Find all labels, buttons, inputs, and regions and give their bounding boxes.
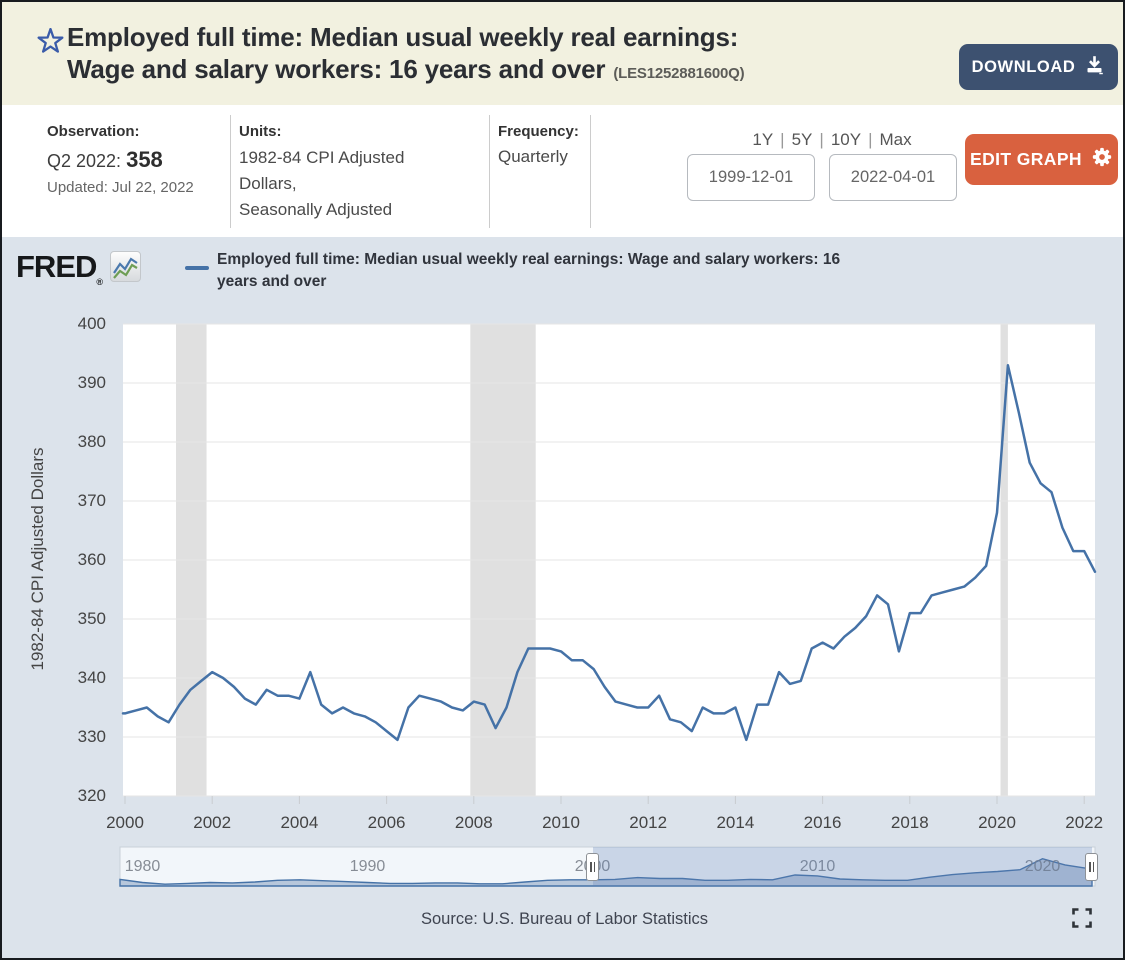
x-axis-tick-label: 2008 xyxy=(454,813,493,832)
y-axis-tick-label: 390 xyxy=(77,373,106,392)
navigator-year-label: 2010 xyxy=(799,858,836,875)
observation-updated: Updated: Jul 22, 2022 xyxy=(47,179,194,196)
navigator-right-handle[interactable] xyxy=(1085,853,1098,881)
edit-graph-button[interactable]: EDIT GRAPH xyxy=(965,134,1118,185)
legend-series-label[interactable]: Employed full time: Median usual weekly … xyxy=(217,251,841,290)
range-separator: | xyxy=(780,130,785,149)
x-axis-tick-label: 2020 xyxy=(978,813,1016,832)
range-separator: | xyxy=(868,130,873,149)
x-axis-tick-label: 2004 xyxy=(280,813,319,832)
x-axis-tick-label: 2016 xyxy=(803,813,842,832)
x-axis-tick-label: 2014 xyxy=(716,813,755,832)
frequency-block: Frequency: Quarterly xyxy=(498,123,579,167)
series-id: (LES1252881600Q) xyxy=(613,65,745,82)
download-icon xyxy=(1084,54,1105,80)
observation-label: Observation: xyxy=(47,123,140,140)
y-axis-tick-label: 360 xyxy=(77,550,106,569)
source-attribution: Source: U.S. Bureau of Labor Statistics xyxy=(420,910,709,928)
gear-icon xyxy=(1091,146,1113,173)
navigator-year-label: 2020 xyxy=(1024,858,1061,875)
start-date-input[interactable] xyxy=(687,154,815,201)
y-axis-tick-label: 330 xyxy=(77,727,106,746)
range-max[interactable]: Max xyxy=(879,130,912,149)
data-series-line xyxy=(121,364,1097,742)
x-axis-tick-label: 2010 xyxy=(542,813,580,832)
navigator-selected-range[interactable] xyxy=(593,847,1092,886)
y-axis-tick-label: 320 xyxy=(77,786,106,805)
y-axis-tick-label: 400 xyxy=(77,314,106,333)
navigator-area-series xyxy=(119,857,1093,887)
frequency-label: Frequency: xyxy=(498,123,579,140)
y-axis-tick-label: 350 xyxy=(77,609,106,628)
x-axis-tick-label: 2006 xyxy=(367,813,406,832)
range-1y[interactable]: 1Y xyxy=(752,130,774,149)
latest-value: 358 xyxy=(126,147,163,172)
divider xyxy=(489,115,490,228)
range-shortcuts: 1Y | 5Y | 10Y | Max xyxy=(702,130,962,150)
range-separator: | xyxy=(819,130,824,149)
x-axis-tick-label: 2022 xyxy=(1065,813,1104,832)
favorite-star-icon[interactable] xyxy=(37,27,64,59)
main-chart[interactable] xyxy=(2,237,1125,960)
frequency-value: Quarterly xyxy=(498,147,568,166)
y-axis-tick-label: 340 xyxy=(77,668,106,687)
edit-graph-label: EDIT GRAPH xyxy=(970,149,1082,169)
navigator-left-handle[interactable] xyxy=(586,853,599,881)
range-5y[interactable]: 5Y xyxy=(791,130,813,149)
navigator-year-label: 1980 xyxy=(124,858,161,875)
observation-value: Q2 2022: 358 xyxy=(47,147,163,172)
series-meta-bar: Observation: Q2 2022: 358 Updated: Jul 2… xyxy=(2,105,1123,237)
units-block: Units: 1982-84 CPI Adjusted Dollars, Sea… xyxy=(239,123,404,223)
divider xyxy=(230,115,231,228)
fred-logo-chart-icon xyxy=(110,251,141,282)
download-button-label: DOWNLOAD xyxy=(971,57,1076,76)
y-axis-tick-label: 380 xyxy=(77,432,106,451)
fullscreen-button[interactable] xyxy=(1068,905,1096,933)
fred-logo: FRED® xyxy=(16,249,104,287)
divider xyxy=(590,115,591,228)
x-axis-tick-label: 2018 xyxy=(890,813,929,832)
download-button[interactable]: DOWNLOAD xyxy=(959,44,1118,90)
x-axis-tick-label: 2002 xyxy=(193,813,232,832)
page-title: Employed full time: Median usual weekly … xyxy=(67,21,917,90)
navigator-year-label: 1990 xyxy=(349,858,386,875)
observation-block: Observation: Q2 2022: 358 Updated: Jul 2… xyxy=(47,123,194,196)
y-axis-tick-label: 370 xyxy=(77,491,106,510)
end-date-input[interactable] xyxy=(829,154,957,201)
title-line-2: Wage and salary workers: 16 years and ov… xyxy=(67,54,745,84)
units-label: Units: xyxy=(239,123,282,140)
range-10y[interactable]: 10Y xyxy=(830,130,862,149)
units-value: 1982-84 CPI Adjusted Dollars, Seasonally… xyxy=(239,148,405,219)
title-line-1: Employed full time: Median usual weekly … xyxy=(67,22,739,52)
page-header: Employed full time: Median usual weekly … xyxy=(2,2,1123,105)
x-axis-tick-label: 2000 xyxy=(106,813,144,832)
legend-series-marker xyxy=(185,266,209,270)
graph-container: FRED® Employed full time: Median usual w… xyxy=(2,237,1125,960)
x-axis-tick-label: 2012 xyxy=(629,813,668,832)
